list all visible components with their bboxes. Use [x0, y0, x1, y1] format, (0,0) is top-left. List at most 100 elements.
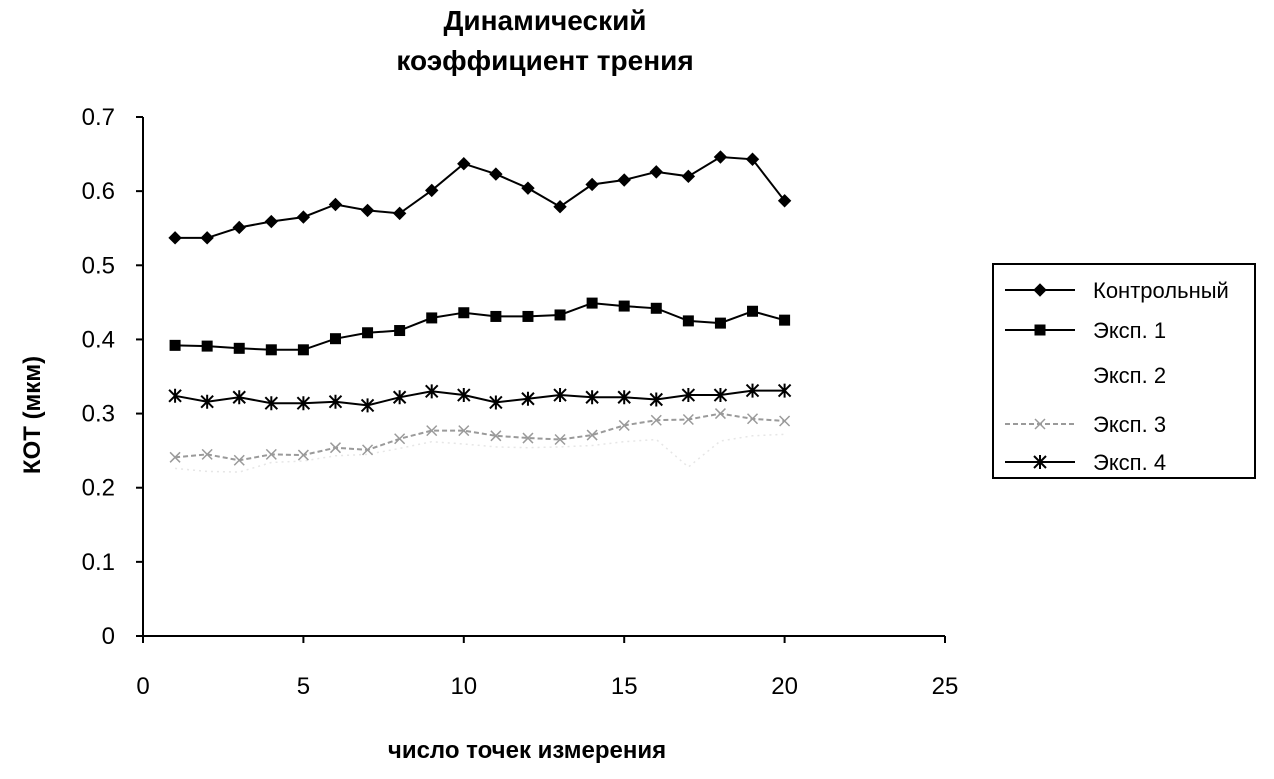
legend-marker-control: [1033, 283, 1047, 297]
data-point-control: [425, 183, 439, 198]
legend-item-control: Контрольный: [1005, 278, 1229, 303]
data-point-exp1: [201, 340, 213, 352]
legend-label-exp4: Эксп. 4: [1093, 450, 1166, 475]
data-point-control: [489, 167, 503, 181]
data-point-exp4: [521, 391, 535, 406]
series-line-exp3: [175, 412, 785, 462]
chart-title-line-2: коэффициент трения: [396, 45, 693, 76]
data-point-exp1: [458, 307, 470, 319]
data-point-exp4: [392, 390, 407, 405]
data-point-exp3: [779, 415, 791, 427]
data-point-exp3: [554, 433, 566, 446]
data-point-control: [264, 214, 279, 229]
data-point-control: [200, 231, 214, 245]
series-line-exp2: [175, 433, 785, 473]
series-exp2: [175, 433, 785, 473]
chart-title-line-1: Динамический: [443, 5, 646, 36]
series-exp3: [169, 408, 791, 466]
data-point-exp4: [489, 395, 503, 410]
data-point-exp3: [522, 432, 534, 444]
data-point-exp3: [233, 454, 245, 466]
legend-marker-exp4: [1033, 455, 1047, 469]
y-tick-label: 0.7: [82, 104, 115, 131]
data-point-exp3: [458, 425, 470, 437]
data-point-exp3: [201, 448, 213, 460]
data-point-exp3: [265, 448, 277, 460]
data-point-exp3: [618, 419, 630, 431]
legend-item-exp2: Эксп. 2: [1093, 363, 1166, 388]
data-point-exp4: [168, 388, 182, 403]
legend-label-exp3: Эксп. 3: [1093, 412, 1166, 437]
y-axis-label: КОТ (мкм): [19, 356, 46, 474]
data-point-exp4: [777, 383, 792, 398]
data-point-control: [649, 165, 663, 179]
data-point-exp1: [265, 344, 277, 356]
data-point-exp3: [394, 433, 406, 445]
data-point-exp1: [554, 309, 566, 321]
series-line-exp1: [175, 302, 785, 351]
data-point-exp4: [553, 388, 567, 403]
data-point-exp1: [779, 314, 791, 326]
data-point-exp3: [586, 429, 598, 441]
data-point-exp4: [232, 390, 246, 405]
y-tick-label: 0.6: [82, 178, 115, 205]
data-point-control: [521, 181, 535, 195]
data-point-exp3: [650, 414, 662, 426]
data-point-control: [392, 206, 407, 221]
data-point-control: [777, 194, 792, 208]
y-tick-label: 0.2: [82, 475, 115, 502]
data-point-control: [360, 203, 375, 218]
data-point-exp1: [169, 339, 181, 351]
data-point-exp1: [394, 325, 406, 337]
data-point-exp3: [746, 413, 759, 425]
data-point-exp4: [745, 383, 760, 398]
data-point-exp1: [362, 327, 374, 339]
x-tick-label: 0: [136, 673, 149, 700]
data-point-exp1: [682, 315, 694, 327]
data-point-exp4: [713, 388, 728, 403]
y-tick-label: 0.1: [82, 549, 115, 576]
data-point-exp3: [426, 425, 438, 437]
data-point-exp1: [329, 333, 341, 345]
data-point-exp4: [681, 388, 696, 403]
y-axis-title: КОТ (мкм): [19, 356, 46, 474]
data-point-exp1: [747, 305, 759, 317]
data-point-exp1: [426, 312, 438, 324]
data-point-control: [553, 200, 567, 214]
y-tick-label: 0.5: [82, 252, 115, 279]
data-point-control: [232, 220, 246, 235]
series-exp4: [168, 383, 792, 413]
data-point-control: [457, 157, 471, 171]
data-point-exp4: [360, 398, 375, 413]
legend-label-exp2: Эксп. 2: [1093, 363, 1166, 388]
data-point-control: [168, 231, 182, 245]
data-point-exp1: [586, 297, 598, 309]
data-point-control: [617, 173, 631, 187]
legend-box: [992, 263, 1256, 479]
data-point-exp3: [490, 430, 502, 442]
data-point-exp3: [329, 442, 342, 454]
legend-item-exp4: Эксп. 4: [1005, 450, 1166, 475]
series-exp1: [169, 297, 791, 356]
data-point-exp4: [425, 384, 439, 399]
data-point-exp4: [649, 392, 663, 407]
data-point-exp1: [522, 310, 534, 322]
x-tick-label: 5: [297, 673, 310, 700]
data-point-exp4: [585, 390, 599, 405]
data-point-control: [296, 210, 311, 224]
data-point-exp1: [714, 317, 726, 329]
data-point-exp1: [618, 300, 630, 312]
x-tick-label: 20: [771, 673, 798, 700]
data-point-exp3: [714, 408, 726, 420]
legend-label-exp1: Эксп. 1: [1093, 318, 1166, 343]
data-point-control: [681, 169, 696, 184]
series-line-control: [175, 155, 786, 239]
legend-item-exp3: Эксп. 3: [1005, 412, 1166, 437]
x-axis-label: число точек измерения: [388, 737, 666, 764]
data-point-exp1: [233, 342, 245, 354]
data-point-exp4: [617, 390, 631, 405]
x-tick-label: 25: [932, 673, 959, 700]
axes: 0 0.1 0.2 0.3 0.4 0.5 0.6 0.7 0 5 10 15 20 25: [82, 104, 959, 700]
legend-marker-exp1: [1034, 324, 1046, 336]
